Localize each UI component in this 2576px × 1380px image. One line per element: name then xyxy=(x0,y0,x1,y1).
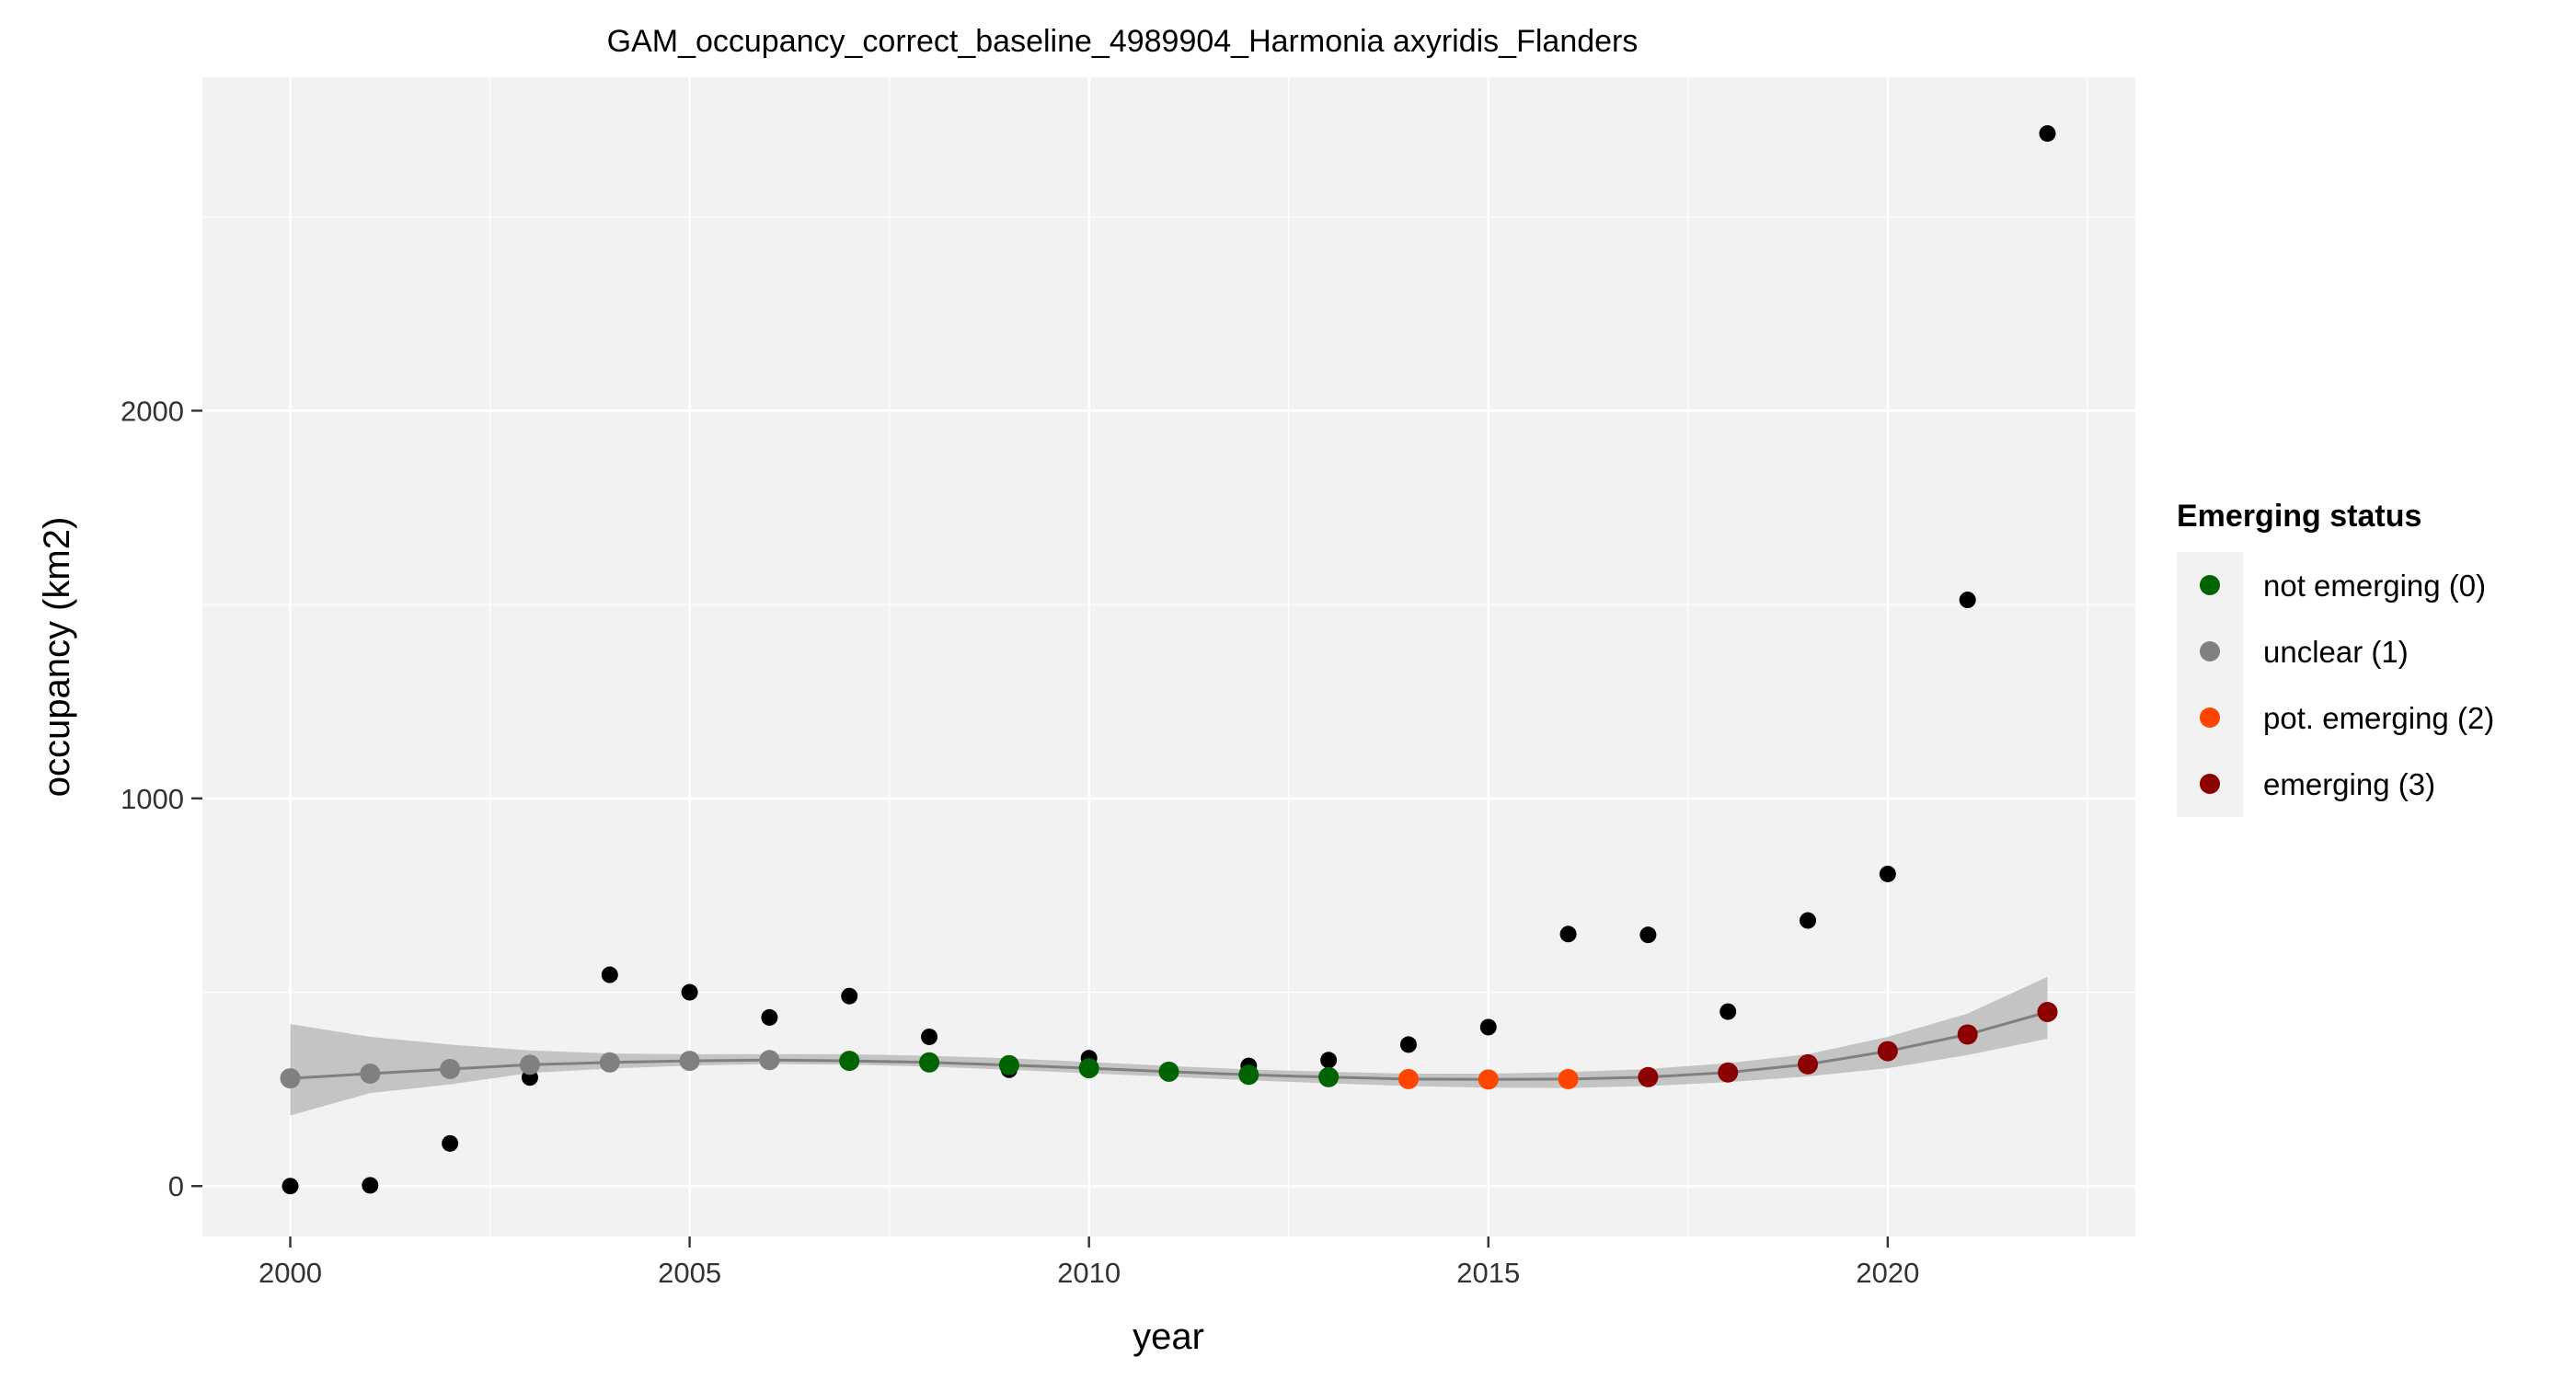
fitted-points xyxy=(280,1002,2058,1090)
y-tick-label: 0 xyxy=(168,1170,184,1202)
fitted-point xyxy=(1397,1068,1419,1089)
fitted-point xyxy=(1798,1053,1819,1075)
observed-point xyxy=(2039,125,2056,143)
observed-point xyxy=(1959,592,1976,609)
fitted-point xyxy=(1158,1061,1179,1082)
legend: Emerging status not emerging (0) unclear … xyxy=(2177,499,2494,817)
legend-label: pot. emerging (2) xyxy=(2263,701,2494,735)
confidence-ribbon-group xyxy=(290,976,2048,1116)
x-tick-label: 2015 xyxy=(1456,1257,1520,1289)
fitted-point xyxy=(1238,1064,1259,1086)
observed-point xyxy=(282,1178,299,1195)
chart-title: GAM_occupancy_correct_baseline_4989904_H… xyxy=(607,24,1639,59)
y-tick-label: 2000 xyxy=(121,395,184,427)
fitted-point xyxy=(919,1052,940,1073)
y-axis-title: occupancy (km2) xyxy=(37,517,77,798)
observed-point xyxy=(1719,1003,1737,1020)
observed-point xyxy=(1800,912,1817,929)
legend-key xyxy=(2200,707,2220,728)
y-tick-label: 1000 xyxy=(121,783,184,815)
fitted-point xyxy=(280,1068,301,1089)
x-tick-label: 2020 xyxy=(1856,1257,1919,1289)
plot-panel xyxy=(202,77,2135,1236)
legend-key xyxy=(2200,575,2220,595)
fitted-point xyxy=(519,1054,540,1075)
fitted-point xyxy=(1718,1062,1739,1083)
fitted-point xyxy=(1078,1058,1099,1079)
fitted-point xyxy=(759,1050,780,1071)
fitted-point xyxy=(360,1064,381,1085)
fitted-point xyxy=(1877,1041,1898,1062)
fitted-point xyxy=(599,1052,620,1073)
fitted-point xyxy=(839,1051,860,1072)
legend-label: emerging (3) xyxy=(2263,767,2435,801)
legend-key xyxy=(2200,641,2220,661)
fitted-point xyxy=(998,1054,1019,1075)
confidence-ribbon xyxy=(290,976,2048,1116)
x-tick-label: 2005 xyxy=(658,1257,721,1289)
fitted-point xyxy=(2037,1002,2058,1023)
fitted-point xyxy=(1558,1068,1579,1089)
observed-point xyxy=(761,1008,778,1026)
fitted-point xyxy=(1638,1066,1659,1087)
observed-point xyxy=(1399,1036,1417,1053)
fitted-point xyxy=(1318,1066,1340,1087)
y-axis: 0 1000 2000 xyxy=(121,395,202,1202)
x-tick-label: 2000 xyxy=(259,1257,322,1289)
grid-lines xyxy=(202,77,2135,1236)
fitted-point xyxy=(1478,1069,1499,1090)
observed-point xyxy=(1879,865,1896,882)
observed-point xyxy=(1559,926,1577,943)
observed-point xyxy=(1320,1052,1338,1069)
fitted-point xyxy=(1957,1024,1978,1045)
observed-point xyxy=(681,983,698,1001)
observed-point xyxy=(1639,926,1657,944)
observed-point xyxy=(841,987,858,1005)
observed-point xyxy=(362,1177,379,1194)
fitted-point xyxy=(679,1051,700,1072)
x-tick-label: 2010 xyxy=(1057,1257,1121,1289)
x-axis: 2000 2005 2010 2015 2020 xyxy=(259,1236,1919,1289)
observed-point xyxy=(442,1134,459,1152)
observed-point xyxy=(921,1028,938,1045)
legend-title: Emerging status xyxy=(2177,499,2421,534)
legend-key xyxy=(2200,774,2220,794)
fitted-point xyxy=(440,1058,461,1079)
x-axis-title: year xyxy=(1133,1317,1204,1357)
observed-point xyxy=(1479,1018,1497,1036)
observed-point xyxy=(601,966,618,983)
legend-label: not emerging (0) xyxy=(2263,569,2486,603)
legend-key-background xyxy=(2177,552,2243,817)
legend-label: unclear (1) xyxy=(2263,635,2409,669)
